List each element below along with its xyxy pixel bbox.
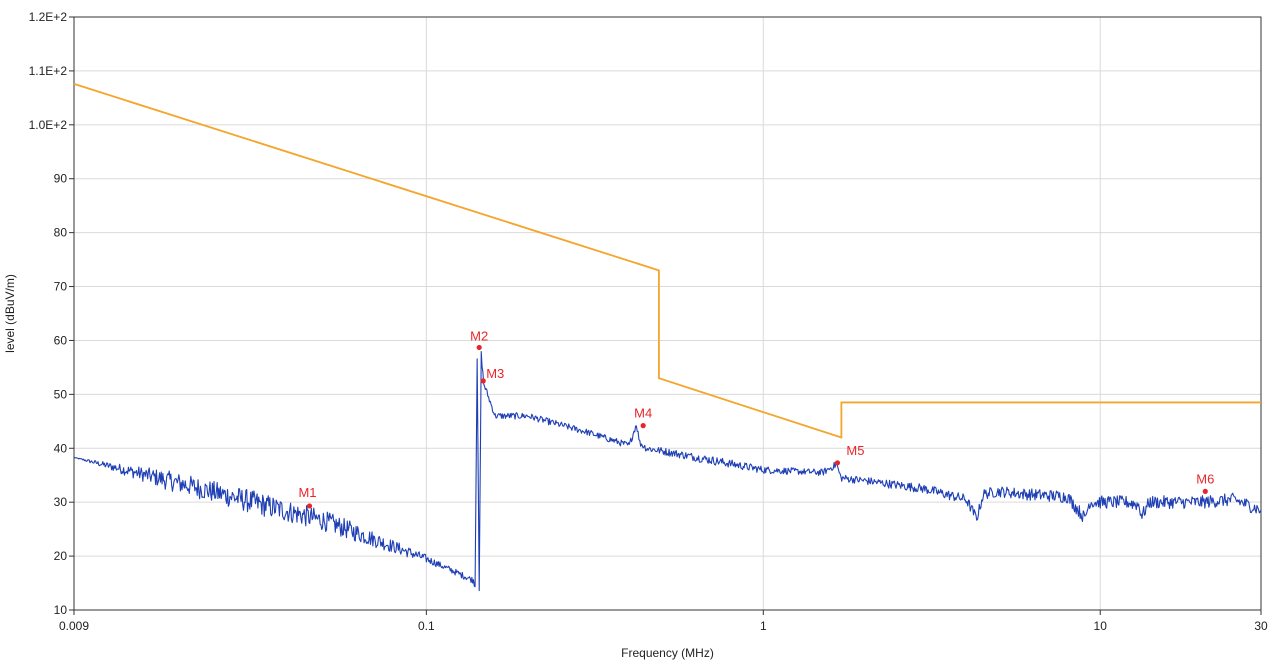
- y-tick-label: 20: [54, 549, 68, 563]
- marker-label: M4: [634, 406, 652, 421]
- marker-label: M3: [486, 366, 504, 381]
- marker-point: [834, 460, 841, 466]
- series-layer: [73, 82, 1262, 592]
- marker-point: [306, 503, 313, 509]
- y-tick-label: 50: [54, 387, 68, 401]
- marker-label: M1: [298, 485, 316, 500]
- y-tick-label: 70: [54, 280, 68, 294]
- x-tick-label: 30: [1254, 619, 1268, 633]
- marker-point: [1202, 488, 1208, 494]
- x-tick-label: 1: [760, 619, 767, 633]
- x-tick-label: 0.009: [59, 619, 89, 633]
- y-axis-title: level (dBuV/m): [3, 274, 17, 353]
- y-tick-label: 10: [54, 603, 68, 617]
- limit-line-series: [73, 82, 1261, 439]
- y-tick-label: 1.1E+2: [29, 64, 68, 78]
- marker-label: M5: [846, 443, 864, 458]
- measurement-trace-series: [73, 350, 1262, 592]
- plot-frame: [73, 16, 1262, 611]
- marker-point: [640, 423, 646, 429]
- y-tick-label: 60: [54, 333, 68, 347]
- marker-label: M6: [1196, 471, 1214, 486]
- y-tick-label: 80: [54, 226, 68, 240]
- tick-layer: 10 20 30 40 50 60 70 80 90 1.0E+2 1.1E+2 1.2E+2 0.00…: [29, 10, 1268, 633]
- y-tick-label: 90: [54, 172, 68, 186]
- x-axis-title: Frequency (MHz): [621, 646, 714, 660]
- marker-point: [476, 344, 482, 351]
- y-tick-label: 1.0E+2: [29, 118, 68, 132]
- y-tick-label: 40: [54, 441, 68, 455]
- x-tick-label: 10: [1094, 619, 1108, 633]
- marker-layer: M1 M2 M3 M4 M5 M6: [298, 328, 1214, 509]
- y-tick-label: 1.2E+2: [29, 10, 68, 24]
- y-tick-label: 30: [54, 495, 68, 509]
- marker-label: M2: [470, 328, 488, 343]
- x-tick-label: 0.1: [418, 619, 435, 633]
- marker-point: [480, 378, 486, 384]
